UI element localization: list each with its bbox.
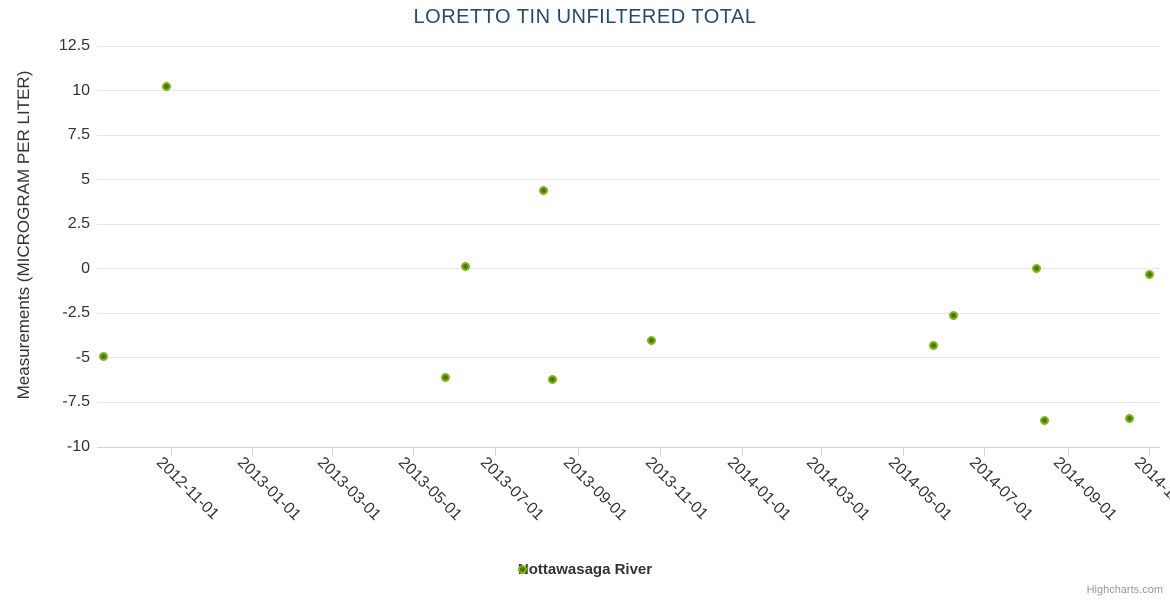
x-axis-tick [902,448,904,456]
x-axis-tick [331,448,333,456]
x-axis-tick [495,448,497,456]
x-axis-tick-label: 2014-01-01 [723,454,794,524]
gridline [97,223,1160,225]
y-axis-tick-label: 0 [81,259,90,277]
x-axis-tick-label: 2013-01-01 [234,454,305,524]
x-axis-tick [660,448,661,456]
gridline [97,179,1160,181]
x-axis-tick [1067,448,1069,456]
gridline [97,401,1160,403]
data-point[interactable] [162,82,172,92]
x-axis-tick-label: 2013-07-01 [477,454,547,524]
y-axis-tick-label: 7.5 [67,126,90,144]
x-axis-tick-label: 2014-09-01 [1049,454,1120,524]
x-axis-tick-label: 2014-03-01 [802,454,873,524]
legend-item-nottawasaga-river[interactable]: Nottawasaga River [517,561,653,578]
y-axis-tick-label: -7.5 [62,393,90,411]
x-axis-tick [984,448,986,456]
highcharts-credits-link[interactable]: Highcharts.com [1086,584,1163,596]
data-point[interactable] [548,374,558,384]
data-point[interactable] [647,335,657,345]
x-axis-tick-label: 2013-03-01 [313,454,384,524]
data-point[interactable] [538,185,548,195]
y-axis-tick-label: 10 [72,81,90,99]
data-point[interactable] [1032,264,1042,274]
x-axis-tick-label: 2014-05-01 [884,454,955,524]
data-point[interactable] [949,310,959,320]
data-point[interactable] [1144,269,1154,279]
data-point[interactable] [928,340,938,350]
gridline [97,312,1160,314]
x-axis-tick [1149,448,1151,456]
legend-label: Nottawasaga River [517,561,653,578]
y-axis-tick-label: -10 [66,438,90,455]
x-axis-line [97,447,1160,448]
data-point[interactable] [1040,415,1050,425]
x-axis-tick [413,448,415,456]
x-axis-tick-label: 2014-07-01 [966,454,1037,524]
x-axis-tick-label: 2013-09-01 [560,454,631,524]
gridline [97,45,1160,47]
x-axis-tick [252,448,254,456]
gridline [97,90,1160,92]
x-axis-tick [170,448,172,456]
x-axis-tick [741,448,743,456]
gridline [97,134,1160,136]
data-point[interactable] [99,351,109,361]
gridline [97,357,1160,359]
x-axis-tick-label: 2013-05-01 [395,454,466,524]
y-axis-tick-label: -2.5 [62,304,90,322]
y-axis-tick-label: 5 [81,170,90,188]
legend-marker-icon [517,565,527,574]
x-axis-tick-label: 2012-11-01 [152,454,222,524]
data-point[interactable] [461,262,471,272]
y-axis-tick-label: 12.5 [58,37,90,54]
x-axis-tick-label: 2013-11-01 [641,454,712,524]
y-axis-tick-label: -5 [75,348,90,366]
gridline [97,268,1160,270]
data-point[interactable] [441,372,451,382]
legend: Nottawasaga River [0,561,1170,578]
x-axis-tick-label: 2014-11-01 [1131,454,1170,524]
data-point[interactable] [1124,413,1134,423]
x-axis-tick [578,448,580,456]
x-axis-tick [820,448,822,456]
chart-title: LORETTO TIN UNFILTERED TOTAL [413,6,757,28]
y-axis-tick-label: 2.5 [67,215,90,233]
